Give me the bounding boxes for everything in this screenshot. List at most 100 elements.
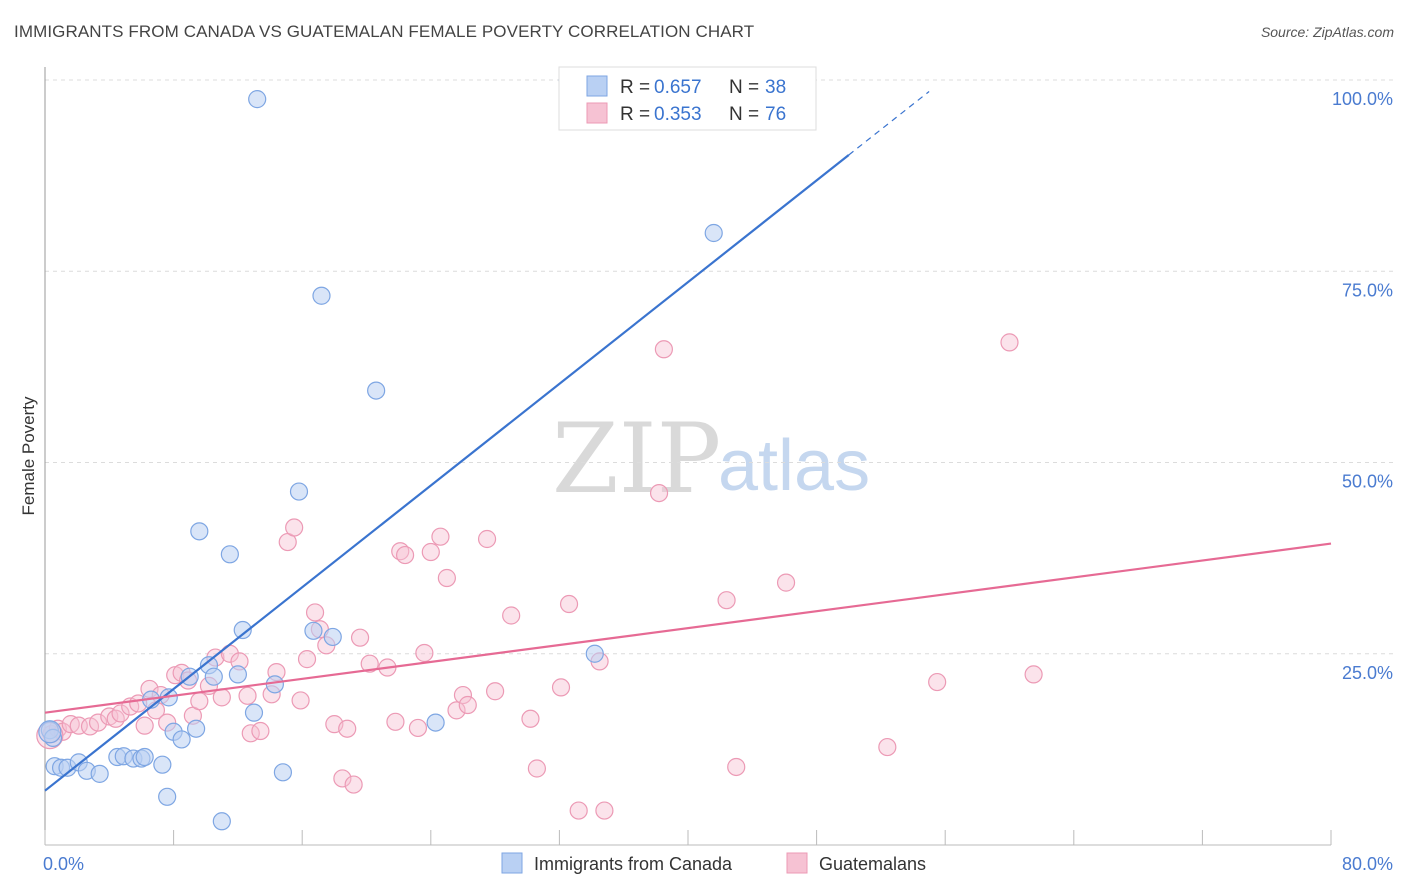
- legend-r-value-1: 0.657: [654, 77, 702, 98]
- point-guatemalans: [595, 801, 614, 820]
- point-immigrants-from-canada: [426, 713, 445, 732]
- point-guatemalans: [527, 759, 546, 778]
- y-tick-labels: 25.0% 50.0% 75.0% 100.0%: [1332, 89, 1393, 683]
- point-guatemalans: [453, 685, 473, 705]
- point-immigrants-from-canada: [273, 763, 293, 782]
- point-guatemalans: [395, 545, 415, 565]
- point-guatemalans: [291, 691, 310, 710]
- point-guatemalans: [654, 340, 673, 359]
- point-guatemalans: [297, 650, 317, 669]
- point-immigrants-from-canada: [367, 381, 386, 400]
- bottom-legend-label-2: Guatemalans: [819, 854, 926, 874]
- point-guatemalans: [878, 737, 897, 757]
- point-guatemalans: [569, 801, 588, 820]
- point-guatemalans: [776, 573, 796, 592]
- point-guatemalans: [1000, 333, 1019, 352]
- point-immigrants-from-canada: [244, 703, 264, 722]
- trend-line-guatemalans: [44, 542, 1332, 714]
- point-guatemalans: [305, 603, 325, 622]
- point-guatemalans: [344, 775, 363, 794]
- bottom-legend-label-1: Immigrants from Canada: [534, 854, 733, 874]
- point-immigrants-from-canada: [158, 787, 177, 806]
- legend-r-value-2: 0.353: [654, 104, 702, 125]
- point-guatemalans: [190, 692, 209, 711]
- trend-line-extension: [848, 91, 930, 156]
- point-guatemalans: [727, 757, 746, 777]
- bottom-legend: Immigrants from Canada Guatemalans: [501, 852, 926, 874]
- point-immigrants-from-canada: [90, 764, 109, 783]
- point-guatemalans: [551, 678, 571, 697]
- point-guatemalans: [486, 682, 505, 701]
- point-guatemalans: [360, 654, 379, 673]
- point-immigrants-from-canada: [585, 644, 604, 663]
- point-immigrants-from-canada: [704, 223, 723, 243]
- y-tick-label: 75.0%: [1342, 280, 1393, 300]
- point-guatemalans: [928, 672, 947, 692]
- legend: R = 0.657 N = 38 R = 0.353 N = 76: [558, 66, 817, 131]
- trend-lines: [44, 91, 1332, 792]
- point-guatemalans: [285, 518, 304, 537]
- trend-line-immigrants-from-canada: [44, 154, 850, 792]
- point-guatemalans: [111, 704, 130, 723]
- point-immigrants-from-canada: [265, 675, 284, 694]
- source-label: Source: ZipAtlas.com: [1260, 24, 1394, 40]
- legend-n-label-2: N =: [729, 104, 759, 125]
- point-guatemalans: [88, 713, 108, 732]
- point-immigrants-from-canada: [289, 482, 309, 501]
- point-guatemalans: [338, 719, 357, 738]
- point-guatemalans: [437, 568, 456, 588]
- point-immigrants-from-canada: [228, 665, 247, 684]
- point-guatemalans: [447, 701, 466, 720]
- legend-swatch-blue: [586, 75, 608, 97]
- point-guatemalans: [408, 718, 428, 738]
- point-guatemalans: [350, 628, 370, 647]
- point-guatemalans: [135, 716, 154, 735]
- bottom-legend-swatch-pink: [786, 852, 808, 874]
- point-immigrants-from-canada: [190, 522, 209, 541]
- point-immigrants-from-canada: [312, 286, 331, 305]
- y-tick-label: 100.0%: [1332, 89, 1393, 109]
- point-guatemalans: [717, 591, 736, 610]
- y-tick-label: 50.0%: [1342, 472, 1393, 492]
- point-guatemalans: [386, 712, 405, 731]
- point-immigrants-from-canada: [153, 755, 172, 774]
- point-guatemalans: [251, 721, 270, 741]
- point-guatemalans: [238, 686, 257, 705]
- legend-n-label-1: N =: [729, 77, 759, 98]
- point-guatemalans: [1024, 665, 1043, 684]
- bottom-legend-swatch-blue: [501, 852, 523, 874]
- point-immigrants-from-canada: [38, 720, 62, 744]
- legend-swatch-pink: [586, 102, 608, 124]
- legend-n-value-2: 76: [765, 104, 786, 125]
- point-immigrants-from-canada: [323, 627, 342, 647]
- point-immigrants-from-canada: [212, 812, 231, 831]
- point-guatemalans: [415, 643, 434, 663]
- x-tick-label-min: 0.0%: [43, 854, 84, 874]
- watermark: ZIP atlas: [552, 403, 870, 515]
- point-immigrants-from-canada: [187, 719, 206, 738]
- chart-title: IMMIGRANTS FROM CANADA VS GUATEMALAN FEM…: [14, 22, 755, 41]
- point-immigrants-from-canada: [204, 667, 223, 686]
- point-immigrants-from-canada: [304, 621, 323, 640]
- point-immigrants-from-canada: [248, 90, 267, 109]
- y-tick-label: 25.0%: [1342, 663, 1393, 683]
- watermark-zip: ZIP: [552, 403, 721, 515]
- point-guatemalans: [431, 527, 450, 546]
- watermark-atlas: atlas: [718, 426, 870, 506]
- point-guatemalans: [106, 709, 125, 728]
- point-immigrants-from-canada: [233, 620, 252, 640]
- series-guatemalans: [36, 333, 1043, 820]
- point-guatemalans: [502, 606, 521, 625]
- point-guatemalans: [477, 529, 497, 549]
- point-immigrants-from-canada: [135, 747, 154, 767]
- point-guatemalans: [333, 769, 352, 788]
- x-tick-label-max: 80.0%: [1342, 854, 1393, 874]
- x-ticks: [44, 830, 1332, 845]
- legend-r-label-2: R =: [620, 104, 650, 125]
- point-immigrants-from-canada: [172, 730, 191, 749]
- legend-n-value-1: 38: [765, 77, 786, 98]
- point-immigrants-from-canada: [220, 545, 239, 564]
- point-guatemalans: [559, 594, 579, 614]
- point-guatemalans: [521, 709, 540, 728]
- y-axis-title: Female Poverty: [19, 396, 38, 516]
